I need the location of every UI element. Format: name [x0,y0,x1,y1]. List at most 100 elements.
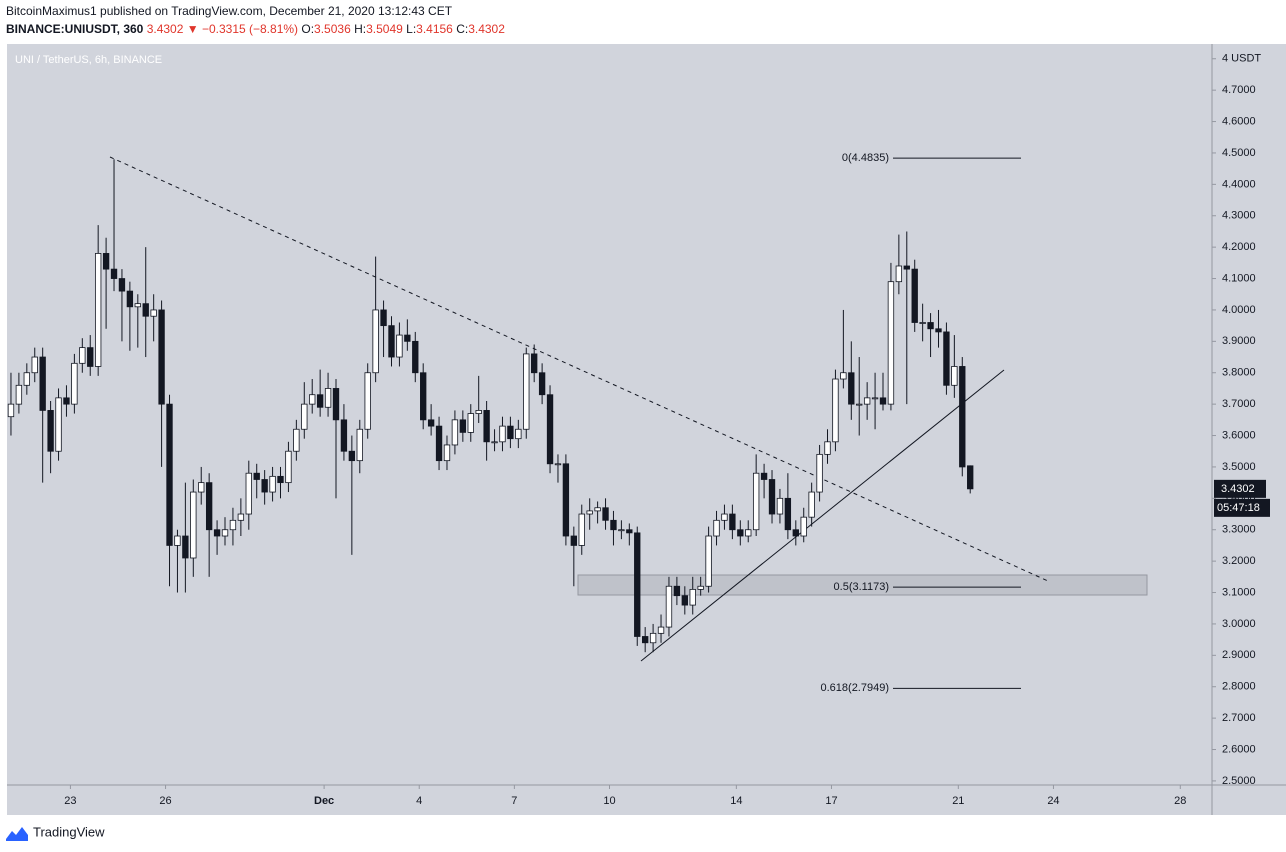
candle-body [293,428,300,452]
support-zone [577,574,1148,596]
y-tick-label: 2.5000 [1222,775,1256,787]
candle-body [15,384,23,405]
candle-body [102,253,110,270]
candle-body [79,347,86,364]
y-tick-label: 3.7000 [1222,398,1256,410]
candle-body [697,585,704,590]
candle-body [816,453,823,493]
candle-body [71,362,78,405]
candle-body [301,403,308,430]
candle-body [871,397,879,400]
fib-label: 0.618(2.7949) [821,682,890,694]
candle-body [451,419,459,446]
candle-body [118,278,126,292]
candle-body [729,513,736,531]
ascending-trendline [640,369,1005,662]
candle-body [618,529,625,532]
candle-body [372,309,379,374]
y-tick-label: 2.6000 [1222,743,1256,755]
last: 3.4302 [147,22,184,36]
candle-body [784,497,792,531]
candle-body [911,268,918,323]
candle-body [205,482,213,531]
l-label: L: [406,22,416,36]
x-tick-label: 17 [825,795,837,807]
candle-body [578,513,585,546]
candle-body [760,472,768,480]
candle-body [959,366,966,468]
candle-body [824,441,831,455]
y-tick-label: 4.2000 [1222,241,1256,253]
candle-body [412,340,419,374]
candle-body [641,636,649,644]
candle-body [150,309,157,317]
candle-body [174,535,181,546]
candle-body [634,532,641,637]
candle-body [681,595,688,606]
candle-body [515,428,522,440]
candle-body [229,519,237,531]
chart-title: UNI / TetherUS, 6h, BINANCE [15,54,162,66]
change: ▼ −0.3315 (−8.81%) [187,22,298,36]
candle-body [94,253,102,367]
o: 3.5036 [314,22,351,36]
x-tick-label: 28 [1174,795,1186,807]
candle-body [523,353,530,430]
x-tick-label: 23 [64,795,76,807]
candle-body [499,425,506,443]
candle-body [459,419,467,433]
candle-body [840,372,847,380]
candle-body [856,403,863,406]
last-price-label: 3.4302 [1221,483,1255,495]
fib-label: 0.5(3.1173) [834,581,889,593]
y-tick-label: 4.3000 [1222,210,1256,222]
candle-body [919,322,926,324]
y-tick-label: 3.9000 [1222,335,1256,347]
candle-body [531,353,538,374]
candle-body [182,535,189,559]
candle-body [63,397,70,405]
x-tick-label: 10 [603,795,615,807]
candle-body [507,425,514,440]
h-label: H: [354,22,366,36]
candle-body [388,325,395,358]
candle-body [467,413,474,433]
candle-body [649,632,657,644]
y-tick-label: 4.5000 [1222,147,1256,159]
candle-body [427,419,435,427]
symbol-line: BINANCE:UNIUSDT, 360 3.4302 ▼ −0.3315 (−… [6,22,505,36]
candle-body [380,309,387,327]
candle-body [665,585,673,628]
candle-body [166,403,173,546]
candle-body [705,535,712,587]
o-label: O: [301,22,314,36]
candle-body [863,397,871,405]
y-tick-label: 3.8000 [1222,367,1256,379]
candle-body [142,303,149,317]
candle-body [134,303,141,308]
descending-trendline [109,156,1049,582]
y-tick-label: 4 USDT [1222,53,1261,65]
candle-body [213,529,221,537]
y-tick-label: 3.6000 [1222,429,1256,441]
candle-body [927,322,934,330]
candle-body [340,419,348,452]
x-tick-label: 24 [1047,795,1059,807]
y-tick-label: 4.0000 [1222,304,1256,316]
candle-body [55,397,62,452]
candle-body [673,585,681,597]
x-tick-label: 7 [511,795,517,807]
candle-body [713,519,720,537]
logo [6,827,28,841]
candle-body [848,372,855,405]
candle-body [396,334,403,358]
candle-body [895,265,903,283]
x-tick-label: 26 [159,795,171,807]
candle-body [158,309,165,405]
plot-area [7,44,1212,785]
candle-body [737,529,744,537]
candle-body [610,519,617,531]
candle-body [237,513,245,521]
x-tick-label: 14 [730,795,742,807]
candle-body [475,410,482,414]
